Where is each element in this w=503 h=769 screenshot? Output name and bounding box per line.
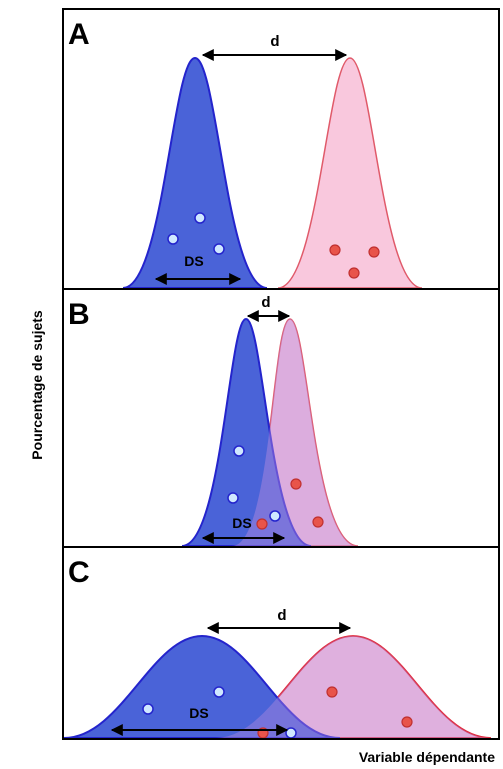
panel-b-overlap — [232, 319, 358, 546]
y-axis-label: Pourcentage de sujets — [29, 310, 45, 460]
x-axis-label: Variable dépendante — [359, 749, 495, 765]
panel-c-point-5 — [401, 716, 413, 728]
panel-a-distribution-1 — [122, 56, 268, 288]
panel-b-letter: B — [68, 298, 90, 331]
panel-a-point-6 — [348, 267, 360, 279]
panel-c-distribution-1 — [64, 634, 341, 738]
panel-a-d-label: d — [270, 33, 279, 50]
panel-a-frame — [62, 8, 500, 290]
panel-a-letter: A — [68, 18, 90, 51]
panel-c-point-1 — [142, 703, 154, 715]
panel-a-distribution-2 — [277, 57, 423, 288]
panel-b-point-3 — [269, 510, 281, 522]
panel-c-point-4 — [326, 686, 338, 698]
panel-a-point-1 — [167, 233, 179, 245]
panel-a — [122, 49, 423, 288]
panel-c-letter: C — [68, 556, 90, 589]
panel-b-ds-label: DS — [232, 515, 251, 531]
panel-b-point-4 — [290, 478, 302, 490]
panel-a-point-2 — [194, 212, 206, 224]
panel-b-d-label: d — [261, 294, 270, 311]
panel-b-point-6 — [256, 518, 268, 530]
panel-b-point-2 — [227, 492, 239, 504]
panel-a-point-5 — [368, 246, 380, 258]
panel-a-point-4 — [329, 244, 341, 256]
panel-c-overlap — [215, 636, 491, 738]
panel-b — [181, 310, 359, 546]
panel-c-point-2 — [213, 686, 225, 698]
panel-c — [64, 622, 492, 738]
panel-b-distribution-1 — [181, 317, 312, 546]
panel-a-ds-label: DS — [184, 253, 203, 269]
panel-c-d-label: d — [277, 607, 286, 624]
panel-a-point-3 — [213, 243, 225, 255]
panel-c-point-3 — [285, 727, 297, 738]
panel-b-point-5 — [312, 516, 324, 528]
panel-b-point-1 — [233, 445, 245, 457]
panel-c-frame — [62, 546, 500, 740]
panel-c-ds-label: DS — [189, 705, 208, 721]
